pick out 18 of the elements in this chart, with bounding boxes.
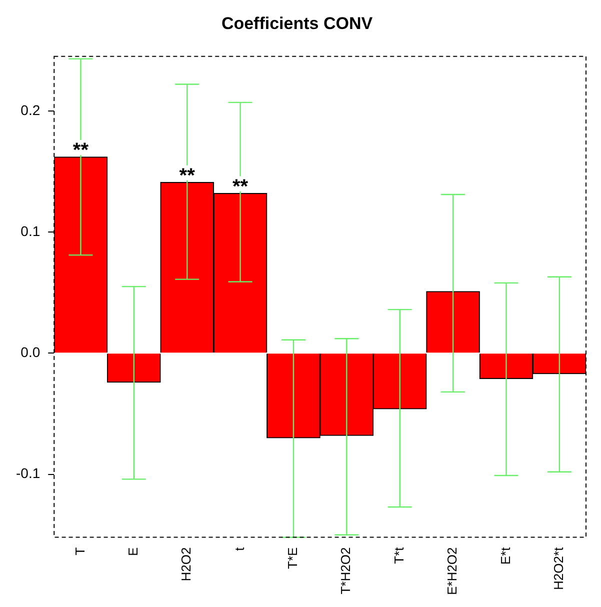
x-tick-label: E xyxy=(125,546,140,556)
y-tick-label: 0.0 xyxy=(20,344,40,360)
x-tick-label: T*H2O2 xyxy=(338,547,354,594)
annotation: ** xyxy=(72,139,89,162)
chart-title: Coefficients CONV xyxy=(221,14,374,33)
x-tick-label: H2O2*t xyxy=(550,546,566,590)
x-tick-label: T*E xyxy=(285,546,300,569)
y-tick-label: -0.1 xyxy=(16,465,40,482)
x-tick-label: E*H2O2 xyxy=(444,547,460,596)
y-tick-label: 0.2 xyxy=(20,102,40,118)
annotation: ** xyxy=(179,164,196,187)
x-tick-label: H2O2 xyxy=(178,547,194,582)
y-tick-label: 0.1 xyxy=(20,222,40,239)
annotation: ** xyxy=(232,176,248,198)
x-tick-label: T*t xyxy=(391,546,406,564)
x-tick-label: T xyxy=(72,547,88,556)
x-tick-label: E*t xyxy=(498,546,513,565)
x-tick-label: t xyxy=(232,546,247,551)
